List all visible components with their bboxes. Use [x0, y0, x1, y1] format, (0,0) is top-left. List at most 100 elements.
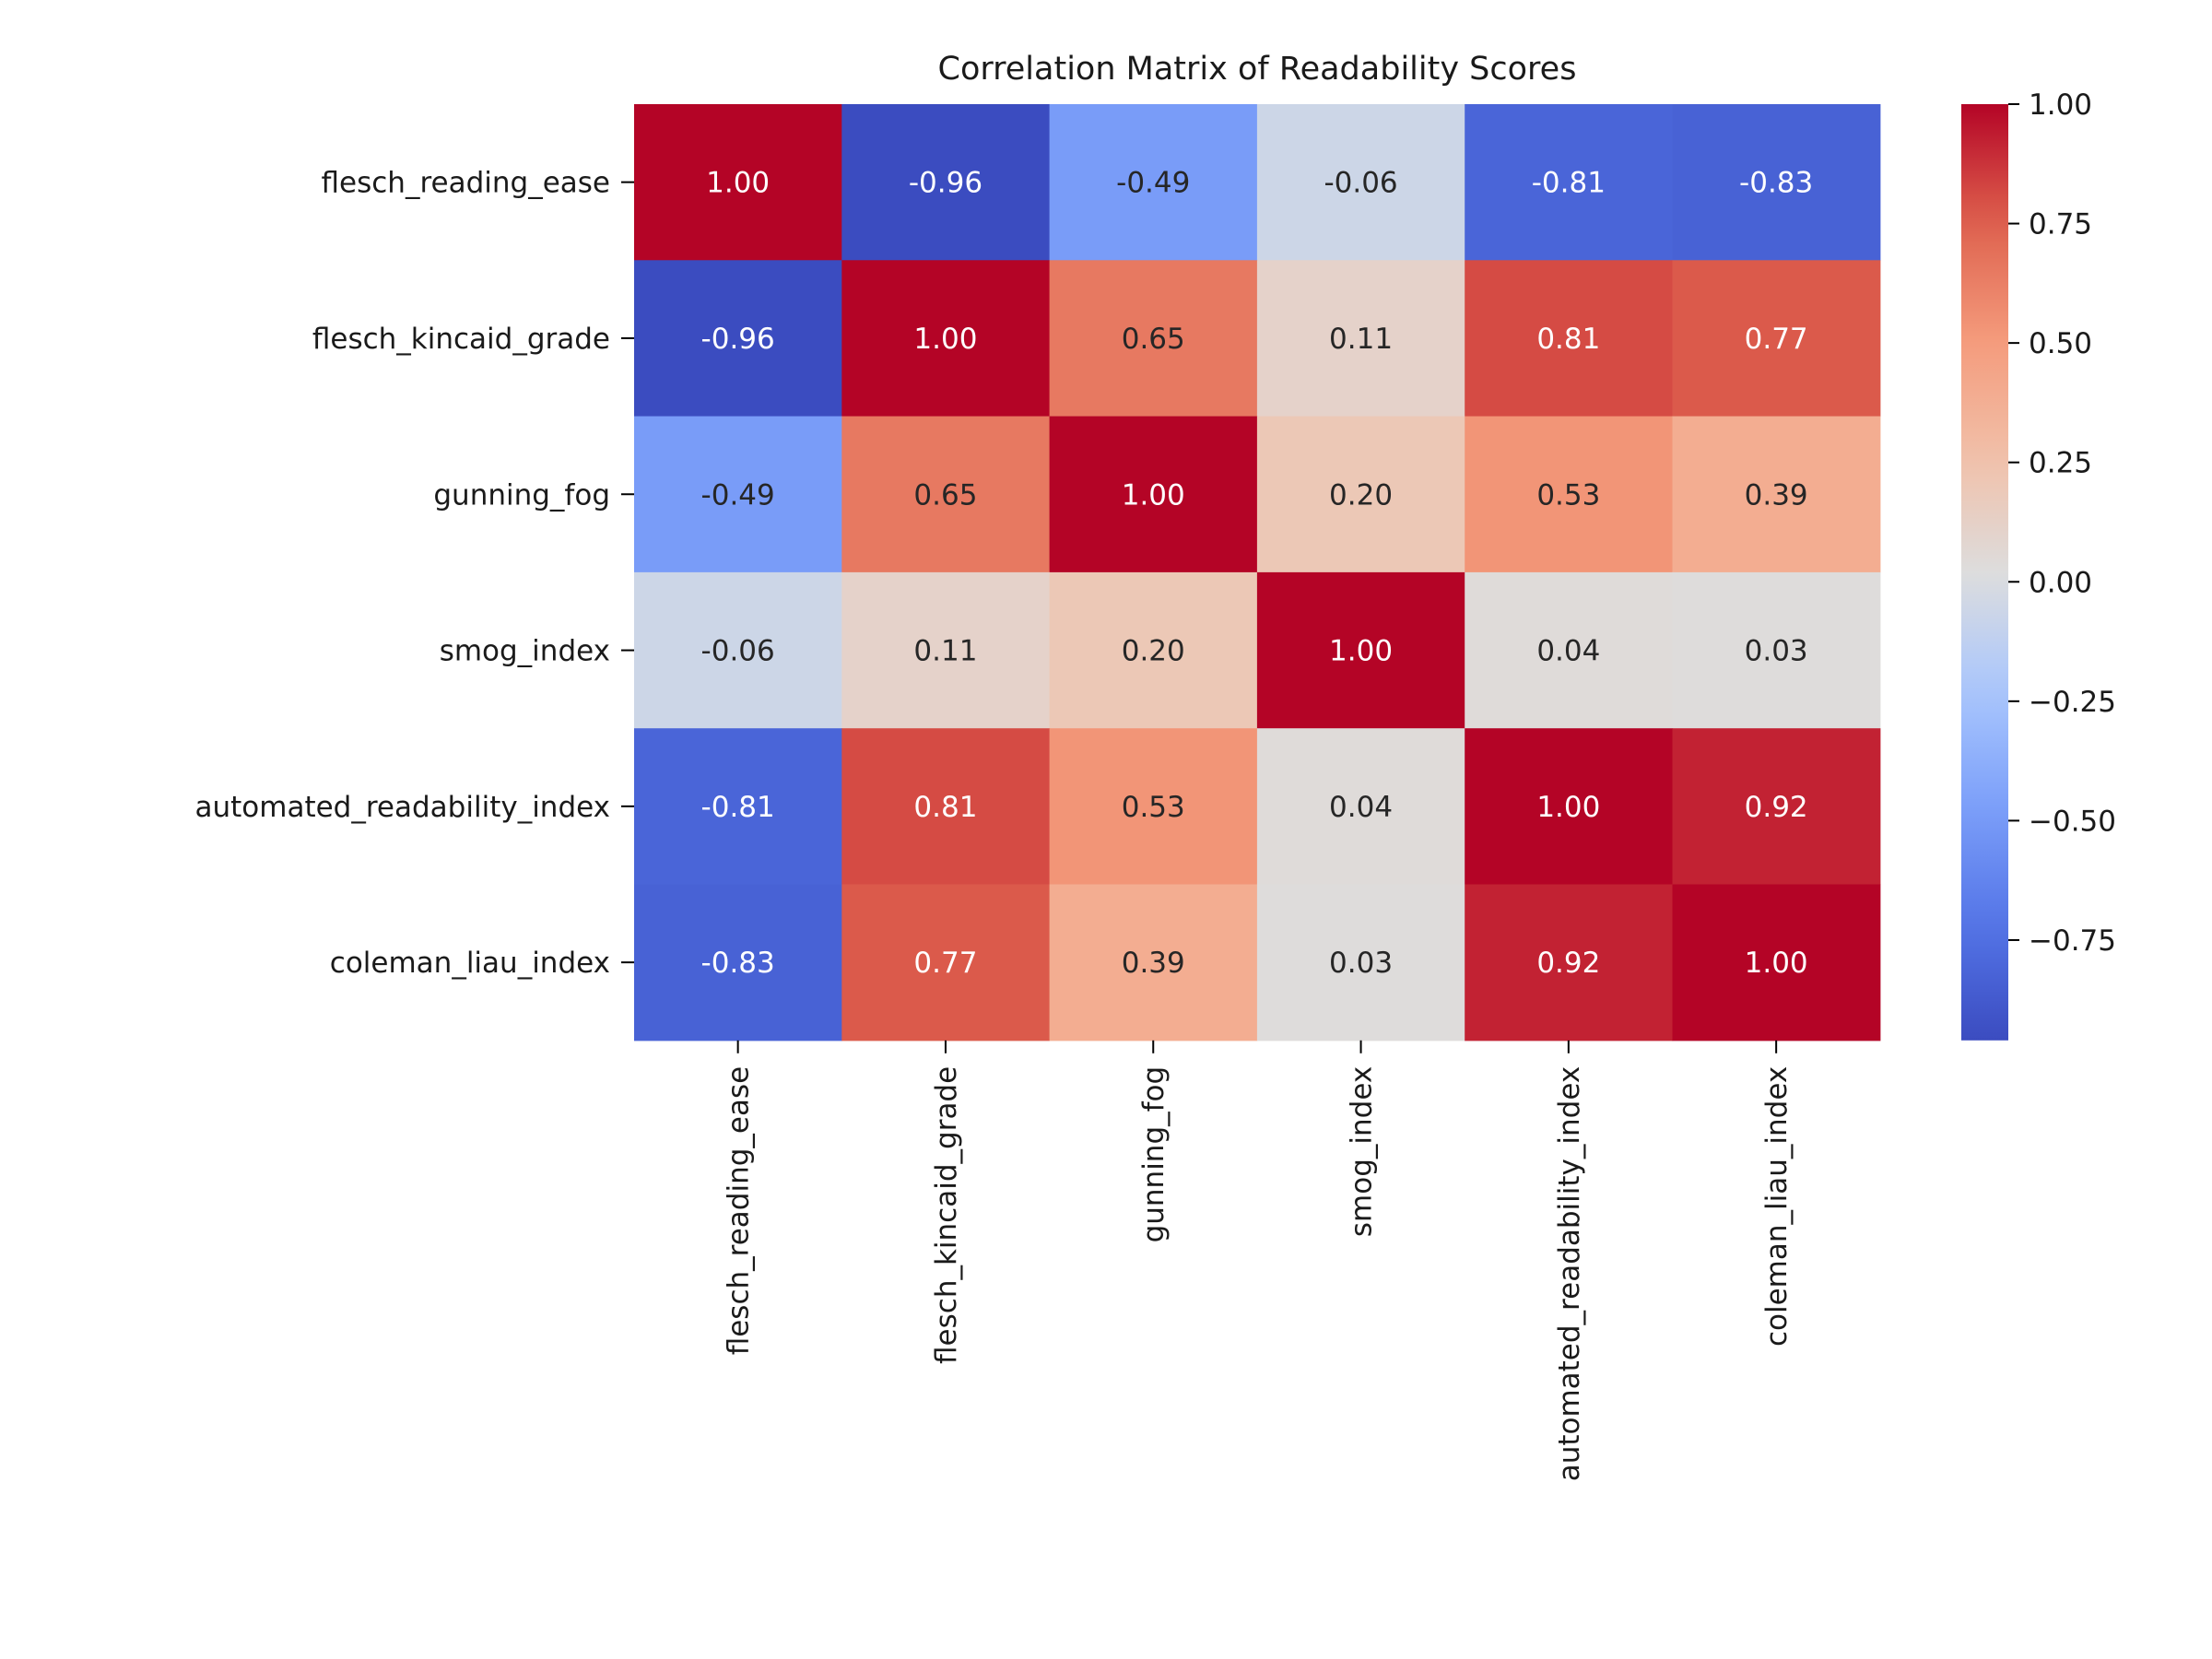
cell-value-label: -0.06: [701, 635, 775, 668]
colorbar-tick-label: 0.75: [2029, 208, 2092, 241]
cell-value-label: 0.04: [1536, 635, 1600, 668]
heatmap-cell: [1465, 260, 1674, 418]
cell-value-label: 0.11: [913, 635, 977, 668]
cell-value-label: -0.06: [1324, 167, 1397, 200]
heatmap-cells: [634, 104, 1881, 1041]
cell-value-label: 1.00: [913, 323, 977, 356]
heatmap-cell: [1049, 260, 1258, 418]
x-tick-label: smog_index: [1346, 1066, 1379, 1237]
cell-value-label: -0.81: [1532, 167, 1606, 200]
heatmap-cell: [841, 260, 1051, 418]
heatmap-cell: [634, 884, 842, 1041]
heatmap-cell: [1672, 728, 1881, 886]
cell-value-label: 0.20: [1122, 635, 1185, 668]
x-tick-label: coleman_liau_index: [1760, 1066, 1794, 1347]
heatmap-cell: [1465, 416, 1674, 573]
heatmap-cell: [841, 416, 1051, 573]
cell-value-label: -0.83: [701, 947, 775, 980]
heatmap-cell: [1672, 571, 1881, 729]
colorbar-tick-label: 0.00: [2029, 566, 2092, 599]
heatmap-cell: [841, 104, 1051, 261]
cell-value-label: 0.11: [1329, 323, 1393, 356]
cell-value-label: 0.03: [1329, 947, 1393, 980]
cell-value-label: 0.53: [1122, 791, 1185, 824]
cell-value-label: 1.00: [706, 167, 770, 200]
colorbar-tick-label: 0.50: [2029, 327, 2092, 360]
cell-value-label: -0.96: [701, 323, 775, 356]
cell-value-label: 0.04: [1329, 791, 1393, 824]
cell-value-label: 0.81: [913, 791, 977, 824]
x-axis: flesch_reading_ease flesch_kincaid_grade g…: [723, 1040, 1794, 1482]
heatmap-cell: [634, 728, 842, 886]
heatmap-cell: [634, 416, 842, 573]
cell-value-label: 0.20: [1329, 478, 1393, 512]
cell-value-label: 1.00: [1745, 947, 1808, 980]
cell-value-label: -0.49: [701, 478, 775, 512]
y-tick-label: gunning_fog: [433, 478, 610, 512]
heatmap-cell: [634, 571, 842, 729]
heatmap-cell: [1465, 728, 1674, 886]
cell-value-label: 0.39: [1122, 947, 1185, 980]
heatmap-cell: [1049, 728, 1258, 886]
heatmap-cell: [1672, 104, 1881, 261]
cell-value-label: 0.03: [1745, 635, 1808, 668]
cell-value-label: 0.65: [913, 478, 977, 512]
heatmap-cell: [841, 571, 1051, 729]
heatmap-cell: [1672, 260, 1881, 418]
colorbar-tick-label: −0.25: [2029, 686, 2116, 719]
heatmap-cell: [1049, 416, 1258, 573]
colorbar-gradient: [1961, 104, 2008, 1041]
heatmap-cell-labels: 1.00 -0.96 -0.49 -0.06 -0.81 -0.83 -0.96 1.00 0.…: [701, 167, 1814, 981]
heatmap-cell: [1256, 104, 1465, 261]
heatmap-cell: [634, 104, 842, 261]
y-tick-label: flesch_reading_ease: [322, 167, 610, 200]
heatmap-cell: [1672, 884, 1881, 1041]
x-tick-label: automated_readability_index: [1553, 1066, 1586, 1482]
heatmap-cell: [1049, 104, 1258, 261]
y-tick-label: coleman_liau_index: [330, 947, 610, 980]
y-tick-label: smog_index: [440, 635, 610, 668]
cell-value-label: 1.00: [1122, 478, 1185, 512]
x-tick-label: flesch_reading_ease: [723, 1066, 756, 1355]
colorbar: 1.00 0.75 0.50 0.25 0.00 −0.25 −0.50 −0.75: [1961, 88, 2116, 1041]
cell-value-label: 0.53: [1536, 478, 1600, 512]
heatmap-cell: [1256, 884, 1465, 1041]
cell-value-label: -0.96: [909, 167, 982, 200]
heatmap-cell: [1465, 104, 1674, 261]
cell-value-label: 0.81: [1536, 323, 1600, 356]
cell-value-label: 0.77: [1745, 323, 1808, 356]
heatmap-cell: [634, 260, 842, 418]
cell-value-label: 1.00: [1536, 791, 1600, 824]
heatmap-cell: [1672, 416, 1881, 573]
cell-value-label: -0.81: [701, 791, 775, 824]
heatmap-cell: [1049, 884, 1258, 1041]
heatmap-cell: [1465, 884, 1674, 1041]
colorbar-tick-label: 1.00: [2029, 88, 2092, 122]
cell-value-label: -0.83: [1739, 167, 1813, 200]
colorbar-tick-label: −0.75: [2029, 924, 2116, 958]
cell-value-label: 1.00: [1329, 635, 1393, 668]
x-tick-label: flesch_kincaid_grade: [930, 1066, 963, 1364]
cell-value-label: -0.49: [1116, 167, 1190, 200]
cell-value-label: 0.65: [1122, 323, 1185, 356]
colorbar-tick-label: −0.50: [2029, 805, 2116, 838]
cell-value-label: 0.92: [1536, 947, 1600, 980]
heatmap-cell: [1465, 571, 1674, 729]
heatmap-cell: [841, 884, 1051, 1041]
colorbar-tick-label: 0.25: [2029, 447, 2092, 480]
chart-title: Correlation Matrix of Readability Scores: [938, 51, 1577, 88]
heatmap-cell: [1049, 571, 1258, 729]
heatmap-cell: [1256, 728, 1465, 886]
heatmap-cell: [1256, 571, 1465, 729]
y-tick-label: automated_readability_index: [195, 791, 611, 824]
cell-value-label: 0.39: [1745, 478, 1808, 512]
y-axis: flesch_reading_ease flesch_kincaid_gradeg…: [195, 167, 634, 980]
x-tick-label: gunning_fog: [1137, 1066, 1171, 1243]
heatmap-cell: [1256, 260, 1465, 418]
cell-value-label: 0.77: [913, 947, 977, 980]
heatmap-cell: [1256, 416, 1465, 573]
y-tick-label: flesch_kincaid_grade: [312, 323, 610, 356]
cell-value-label: 0.92: [1745, 791, 1808, 824]
heatmap-cell: [841, 728, 1051, 886]
